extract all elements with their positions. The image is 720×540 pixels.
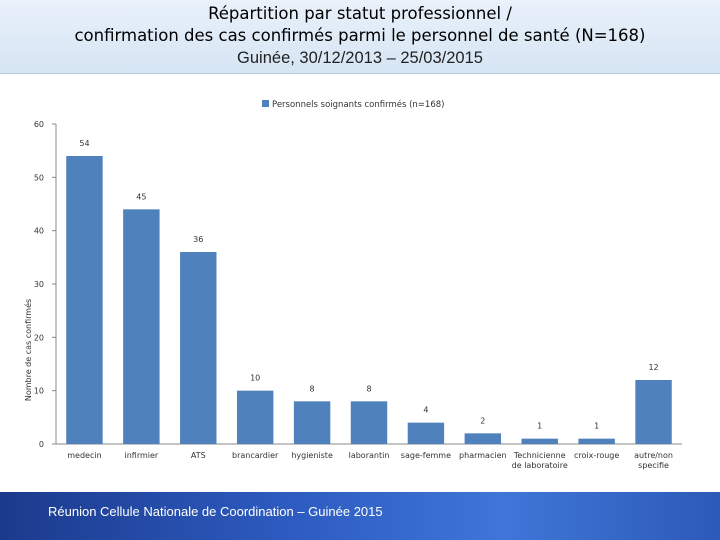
- data-label: 36: [193, 235, 203, 244]
- y-tick-label: 10: [34, 387, 44, 396]
- title-line-1: Répartition par statut professionnel /: [208, 4, 512, 23]
- x-tick-label: croix-rouge: [574, 451, 619, 460]
- data-label: 8: [366, 384, 371, 393]
- bar: [180, 252, 217, 444]
- data-label: 2: [480, 416, 485, 425]
- bar: [635, 380, 672, 444]
- data-label: 1: [594, 422, 599, 431]
- bar: [293, 401, 331, 444]
- y-tick-label: 50: [34, 173, 44, 182]
- footer-banner: Réunion Cellule Nationale de Coordinatio…: [0, 492, 720, 540]
- data-label: 12: [648, 363, 658, 372]
- footer-text: Réunion Cellule Nationale de Coordinatio…: [48, 504, 383, 519]
- bar: [236, 390, 274, 444]
- title-line-2: confirmation des cas confirmés parmi le …: [74, 26, 646, 45]
- x-tick-label: sage-femme: [401, 451, 451, 460]
- y-tick-label: 0: [39, 440, 44, 449]
- y-tick-label: 60: [34, 120, 44, 129]
- title-line-3: Guinée, 30/12/2013 – 25/03/2015: [237, 49, 483, 67]
- y-tick-label: 20: [34, 333, 44, 342]
- y-tick-label: 40: [34, 227, 44, 236]
- slide-title: Répartition par statut professionnel / c…: [0, 0, 720, 74]
- x-tick-label: medecin: [67, 451, 101, 460]
- x-tick-label: infirmier: [125, 451, 159, 460]
- bar-chart: Personnels soignants confirmés (n=168) N…: [23, 99, 682, 470]
- data-label: 4: [423, 406, 428, 415]
- x-tick-label: Technicienne: [513, 451, 566, 460]
- x-tick-label: de laboratoire: [512, 461, 568, 470]
- bar: [521, 438, 558, 444]
- x-tick-label: ATS: [191, 451, 206, 460]
- x-tick-label: brancardier: [232, 451, 279, 460]
- legend-swatch: [262, 100, 269, 107]
- bar: [66, 156, 103, 444]
- y-tick-label: 30: [34, 280, 44, 289]
- x-tick-label: laborantin: [349, 451, 390, 460]
- bar: [350, 401, 388, 444]
- x-tick-label: pharmacien: [459, 451, 507, 460]
- data-label: 54: [79, 139, 89, 148]
- data-label: 1: [537, 422, 542, 431]
- bar: [407, 422, 445, 444]
- data-label: 8: [310, 384, 315, 393]
- data-label: 10: [250, 374, 260, 383]
- legend-label: Personnels soignants confirmés (n=168): [272, 99, 444, 110]
- bar: [123, 209, 160, 444]
- x-tick-label: specifie: [638, 461, 669, 470]
- bar: [578, 438, 615, 444]
- x-tick-label: hygieniste: [291, 451, 333, 460]
- data-label: 45: [136, 192, 146, 201]
- y-axis-label: Nombre de cas confirmés: [23, 299, 33, 401]
- x-tick-label: autre/non: [634, 451, 673, 460]
- bar: [464, 433, 502, 444]
